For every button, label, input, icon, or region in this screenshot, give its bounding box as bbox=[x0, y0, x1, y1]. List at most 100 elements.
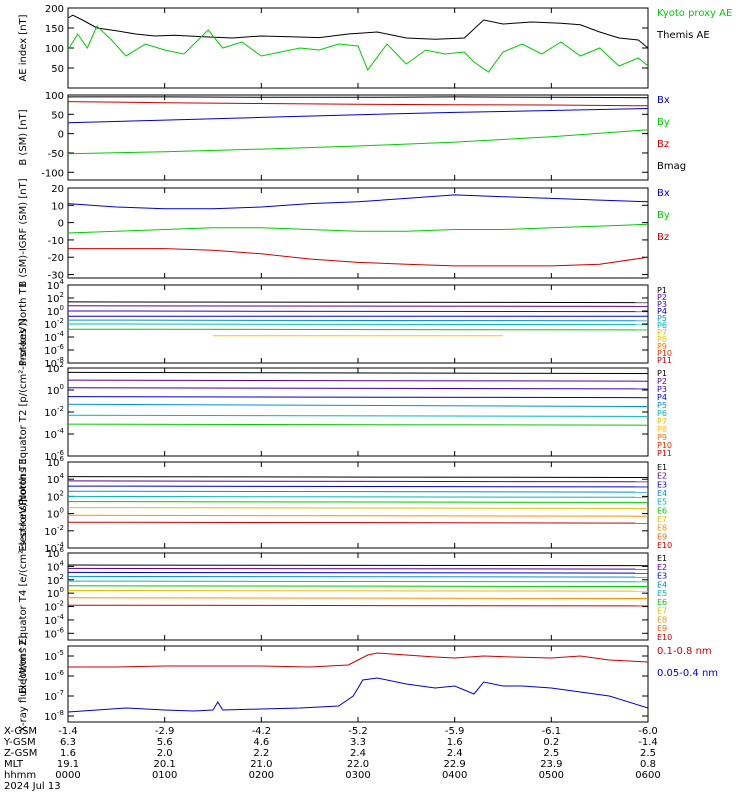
series-line-e1 bbox=[67, 564, 649, 567]
y-tick-label: -100 bbox=[41, 168, 64, 179]
series-line-e3 bbox=[67, 485, 649, 488]
y-tick-label: -10 bbox=[48, 236, 64, 247]
x-row-label: MLT bbox=[4, 759, 24, 770]
legend-entry: E7 bbox=[657, 515, 667, 524]
legend-entry: E4 bbox=[657, 580, 667, 589]
y-tick-exponent: 0 bbox=[60, 304, 64, 312]
x-row-value: 19.1 bbox=[57, 759, 79, 770]
legend-entry: E9 bbox=[657, 624, 667, 633]
y-tick-label: 10 bbox=[51, 201, 64, 212]
y-tick-label: 10-6 bbox=[44, 343, 64, 357]
x-row-value: 2.0 bbox=[157, 748, 173, 759]
y-tick-exponent: -2 bbox=[57, 600, 64, 608]
legend-entry: 0.05-0.4 nm bbox=[657, 668, 718, 679]
y-tick-exponent: 6 bbox=[60, 455, 65, 463]
legend-entry: P3 bbox=[657, 385, 667, 394]
y-tick-label: 100 bbox=[45, 91, 64, 102]
y-tick-label: 10-6 bbox=[44, 669, 64, 683]
y-tick-exponent: -6 bbox=[57, 669, 65, 677]
legend-entry: 0.1-0.8 nm bbox=[657, 646, 712, 657]
legend-entry: P4 bbox=[657, 393, 667, 402]
y-axis-label: Electrons North T3 bbox=[18, 458, 29, 551]
y-tick-label: 100 bbox=[47, 507, 64, 521]
legend-entry: P3 bbox=[657, 300, 667, 309]
legend-entry: E6 bbox=[657, 598, 667, 607]
series-line-e4 bbox=[67, 490, 649, 493]
x-row-value: -5.9 bbox=[445, 726, 465, 737]
y-tick-exponent: 4 bbox=[60, 559, 65, 567]
y-tick-label: -20 bbox=[48, 253, 64, 264]
series-line-e10 bbox=[67, 604, 649, 607]
legend-entry: P5 bbox=[657, 314, 667, 323]
x-row-value: 3.3 bbox=[350, 737, 366, 748]
x-row-value: -5.2 bbox=[348, 726, 368, 737]
y-tick-exponent: 4 bbox=[60, 278, 65, 286]
y-tick-exponent: -6 bbox=[57, 343, 65, 351]
y-tick-label: 102 bbox=[47, 361, 64, 375]
legend-entry: E1 bbox=[657, 463, 667, 472]
series-line-p2 bbox=[67, 305, 649, 307]
x-row-value: 0.2 bbox=[543, 737, 559, 748]
panel-3: -30 -20 -10 0 10 20 B (SM)-IGRF (SM) [nT] Bx By B… bbox=[18, 178, 670, 287]
series-line-e8 bbox=[67, 597, 649, 599]
legend-entry: P11 bbox=[657, 356, 672, 365]
series-line-e7 bbox=[67, 590, 649, 592]
y-tick-label: -50 bbox=[48, 149, 64, 160]
panel-2: -100 -50 0 50 100 B (SM) [nT] Bx By Bz Bmag bbox=[18, 91, 686, 181]
y-tick-exponent: 0 bbox=[60, 586, 64, 594]
x-row-value: -1.4 bbox=[638, 737, 658, 748]
x-row-value: -4.2 bbox=[252, 726, 272, 737]
x-row-value: 1.6 bbox=[447, 737, 463, 748]
y-tick-label: 100 bbox=[45, 44, 64, 55]
series-line-p7 bbox=[67, 328, 649, 331]
legend-entry: P10 bbox=[657, 349, 672, 358]
legend-entry: P5 bbox=[657, 401, 667, 410]
legend-entry: E1 bbox=[657, 554, 667, 563]
y-axis-label: Protons Equator T2 [p/(cm²-s-sr-keV)] bbox=[18, 319, 29, 506]
x-row-value: 0400 bbox=[442, 770, 467, 781]
series-line-p6 bbox=[67, 414, 649, 417]
series-line-e6 bbox=[67, 585, 649, 587]
series-line-kyoto-proxy-ae bbox=[67, 25, 649, 73]
y-tick-exponent: 2 bbox=[60, 573, 64, 581]
y-axis-label: Protons North T1 bbox=[18, 282, 29, 366]
y-tick-exponent: -4 bbox=[57, 330, 65, 338]
legend-entry: P2 bbox=[657, 377, 667, 386]
series-line-bz bbox=[68, 248, 649, 267]
y-tick-label: 106 bbox=[47, 546, 65, 560]
y-tick-label: 10-4 bbox=[44, 613, 64, 627]
y-tick-exponent: -2 bbox=[57, 405, 64, 413]
y-tick-label: 10-4 bbox=[44, 330, 64, 344]
x-row-value: 0200 bbox=[249, 770, 274, 781]
panel-frame bbox=[67, 7, 649, 89]
legend-entry: E3 bbox=[657, 572, 667, 581]
legend-entry: Bx bbox=[657, 95, 670, 106]
y-tick-exponent: 4 bbox=[60, 472, 65, 480]
x-row-value: 0600 bbox=[635, 770, 660, 781]
y-tick-label: -30 bbox=[48, 271, 64, 282]
x-row-value: 0000 bbox=[55, 770, 80, 781]
y-tick-label: 50 bbox=[51, 110, 64, 121]
legend-entry: P9 bbox=[657, 433, 667, 442]
y-tick-label: 102 bbox=[47, 573, 64, 587]
x-row-value: 6.3 bbox=[60, 737, 76, 748]
series-line-p2 bbox=[67, 379, 649, 382]
legend-entry: P7 bbox=[657, 328, 667, 337]
series-line-p1 bbox=[67, 301, 649, 304]
legend-entry: By bbox=[657, 117, 670, 128]
y-axis-label: B (SM)-IGRF (SM) [nT] bbox=[18, 178, 29, 287]
x-axis-rows: X-GSM -1.4 -2.9 -4.2 -5.2 -5.9 -6.1 -6.0 Y-GSM 6.… bbox=[3, 726, 661, 792]
x-row-label: X-GSM bbox=[4, 726, 37, 737]
y-tick-label: 200 bbox=[45, 4, 64, 15]
y-tick-label: 104 bbox=[47, 472, 65, 486]
x-row-value: 0300 bbox=[345, 770, 370, 781]
legend-entry: P6 bbox=[657, 321, 667, 330]
x-row-value: 4.6 bbox=[253, 737, 269, 748]
y-tick-label: 106 bbox=[47, 455, 65, 469]
series-line-e1 bbox=[67, 476, 649, 478]
x-row-value: 21.0 bbox=[250, 759, 272, 770]
series-line-e7 bbox=[67, 507, 649, 509]
x-row-value: 0100 bbox=[152, 770, 177, 781]
series-line-bmag bbox=[68, 96, 649, 99]
y-axis-label: B (SM) [nT] bbox=[18, 109, 29, 165]
